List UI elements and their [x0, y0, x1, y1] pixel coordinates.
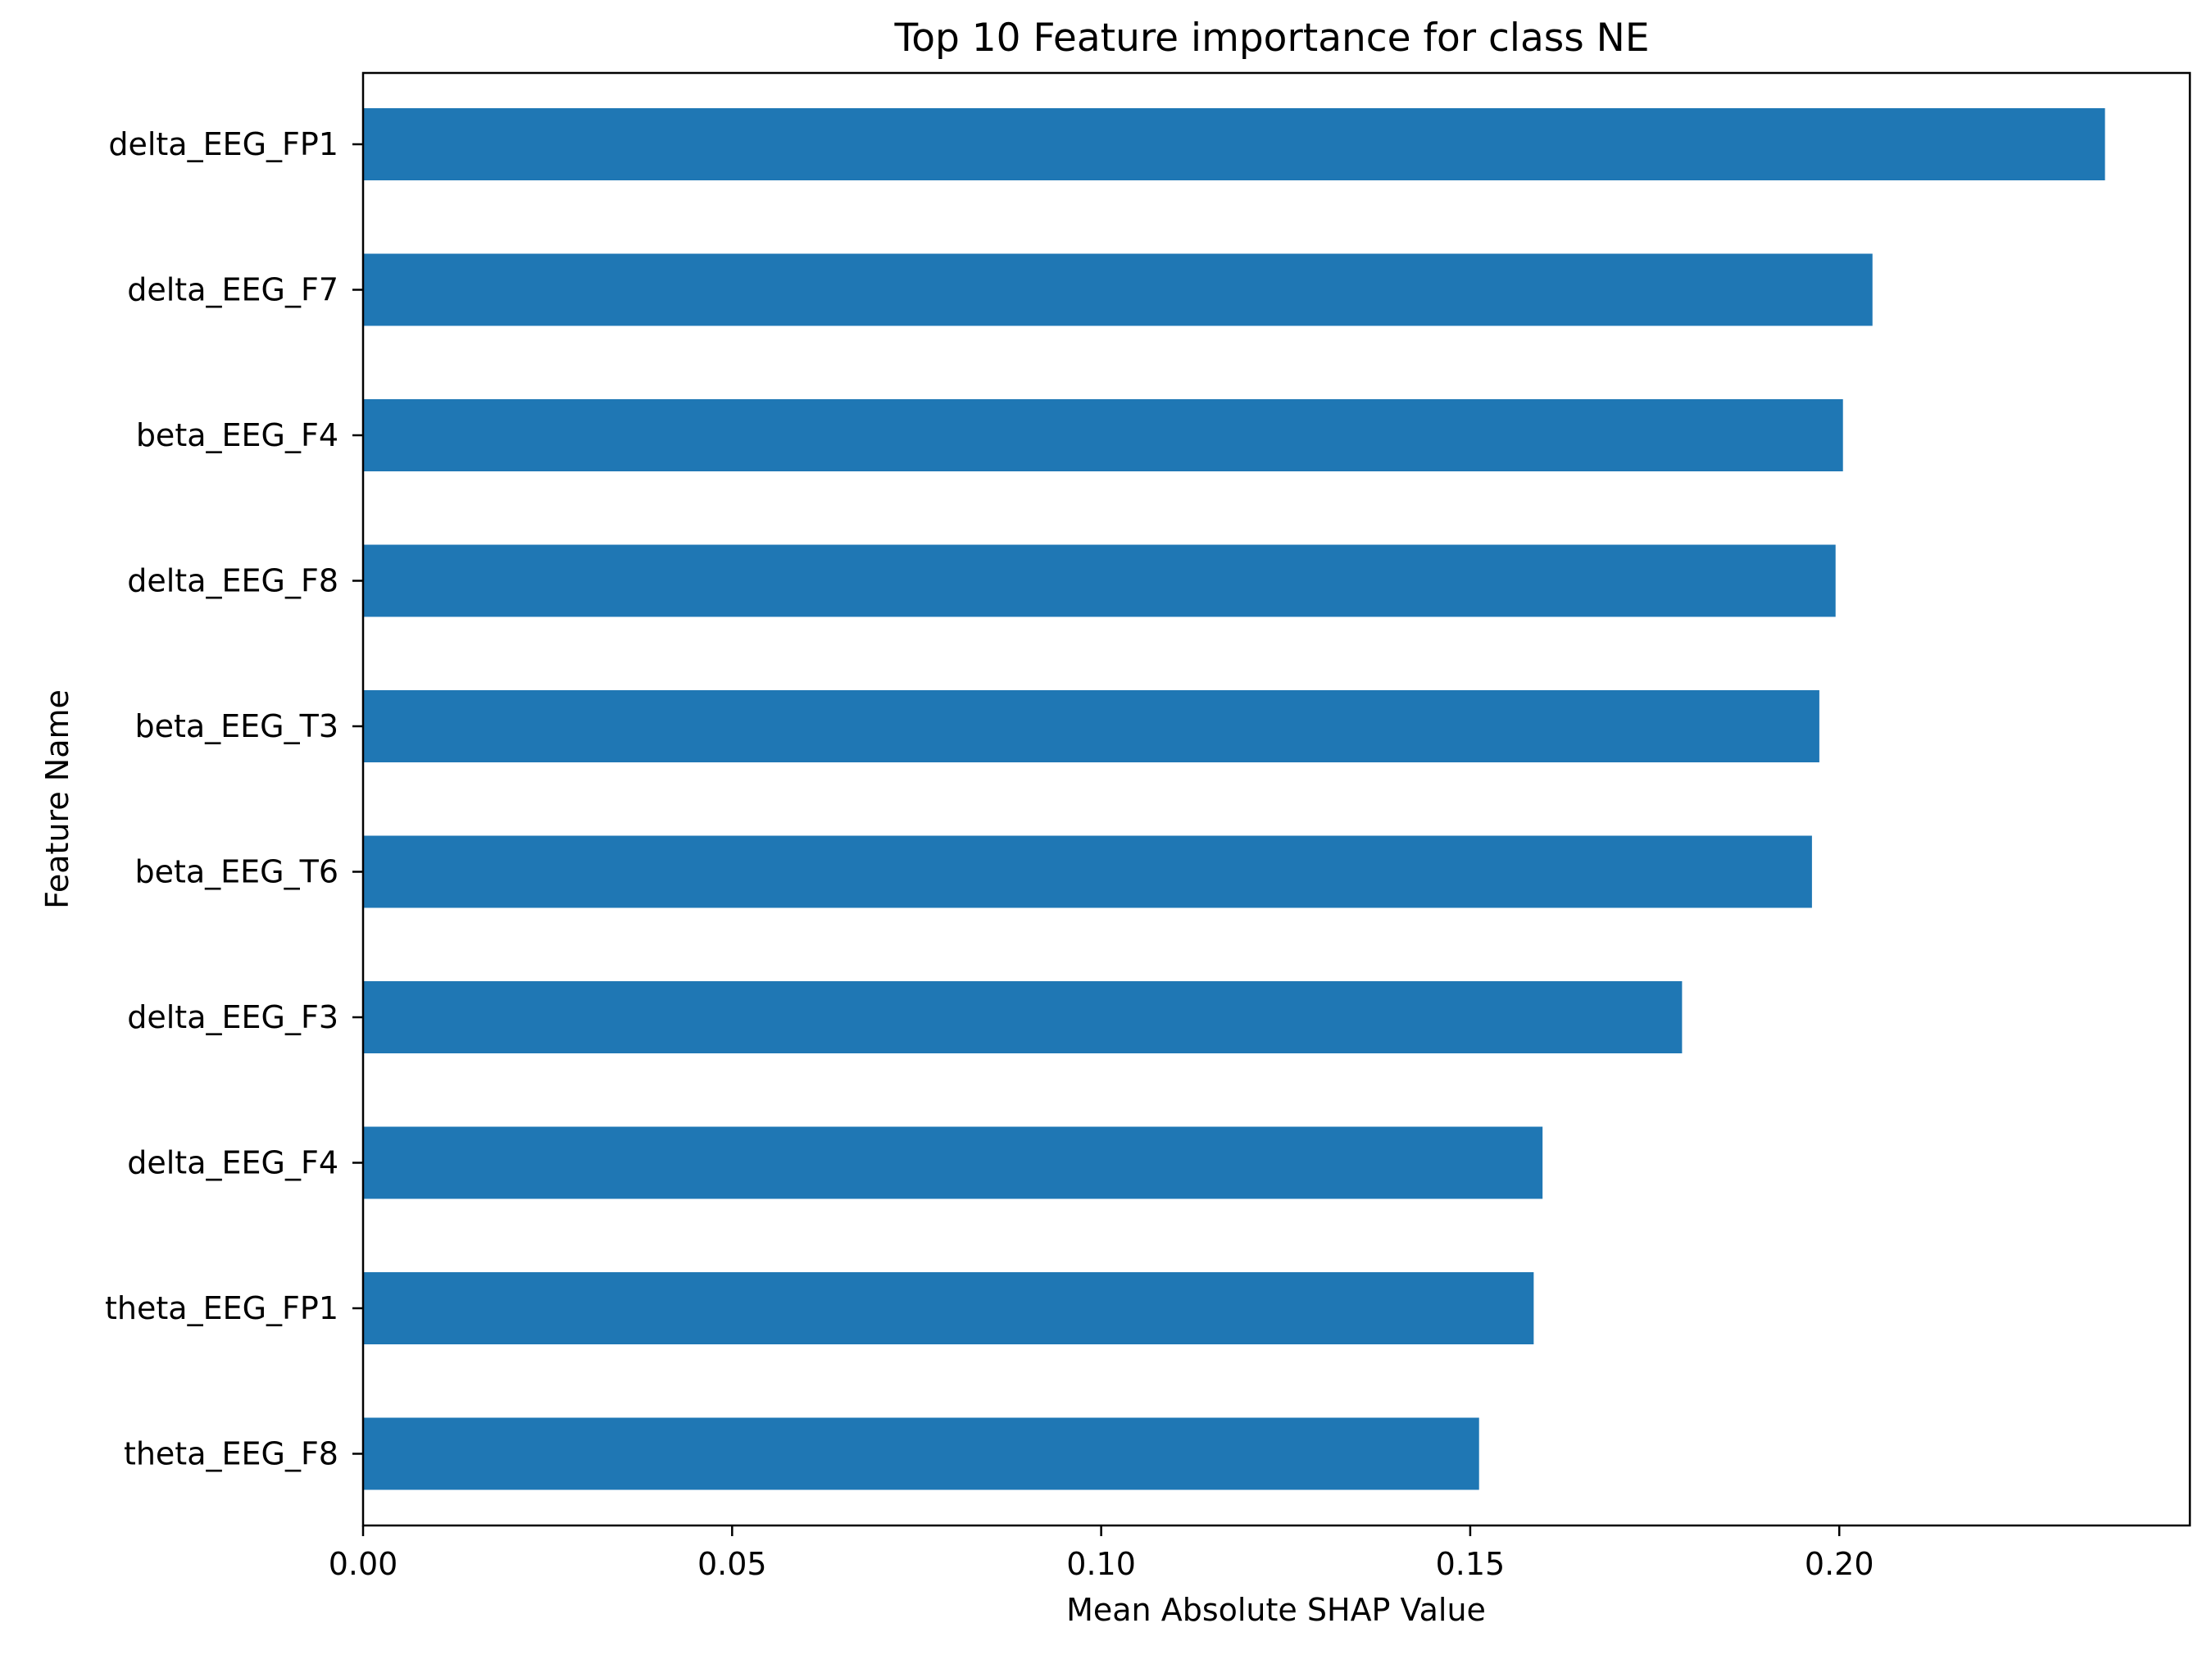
bar-delta_EEG_F3: [363, 981, 1683, 1053]
x-tick-label: 0.05: [697, 1546, 767, 1582]
bars-group: [363, 108, 2105, 1490]
bar-theta_EEG_FP1: [363, 1272, 1534, 1344]
y-tick-label: delta_EEG_FP1: [108, 126, 338, 162]
x-tick-label: 0.10: [1066, 1546, 1136, 1582]
bar-delta_EEG_F4: [363, 1126, 1543, 1199]
x-axis: 0.00 0.05 0.10 0.15 0.20: [329, 1525, 1874, 1582]
y-axis: delta_EEG_FP1 delta_EEG_F7 beta_EEG_F4delt…: [105, 126, 363, 1472]
y-tick-label: theta_EEG_F8: [124, 1436, 338, 1472]
y-tick-label: delta_EEG_F7: [127, 272, 338, 308]
y-tick-label: delta_EEG_F3: [127, 999, 338, 1035]
x-tick-label: 0.20: [1805, 1546, 1874, 1582]
x-axis-label: Mean Absolute SHAP Value: [1066, 1592, 1486, 1628]
plot-frame: [361, 71, 2192, 1527]
y-tick-label: delta_EEG_F4: [127, 1145, 338, 1181]
chart-title: Top 10 Feature importance for class NE: [893, 16, 1649, 61]
bar-delta_EEG_F7: [363, 253, 1873, 326]
y-tick-label: delta_EEG_F8: [127, 563, 338, 599]
bar-beta_EEG_T6: [363, 835, 1812, 908]
y-tick-label: beta_EEG_T6: [134, 854, 338, 890]
y-tick-label: beta_EEG_T3: [134, 708, 338, 744]
bar-theta_EEG_F8: [363, 1417, 1479, 1490]
bar-delta_EEG_F8: [363, 544, 1836, 617]
x-tick-label: 0.00: [329, 1546, 398, 1582]
y-tick-label: beta_EEG_F4: [136, 417, 338, 453]
bar-beta_EEG_T3: [363, 690, 1819, 762]
y-tick-label: theta_EEG_FP1: [105, 1290, 338, 1326]
x-tick-label: 0.15: [1436, 1546, 1506, 1582]
y-axis-label: Feature Name: [39, 689, 75, 909]
bar-beta_EEG_F4: [363, 399, 1843, 471]
bar-delta_EEG_FP1: [363, 108, 2105, 180]
